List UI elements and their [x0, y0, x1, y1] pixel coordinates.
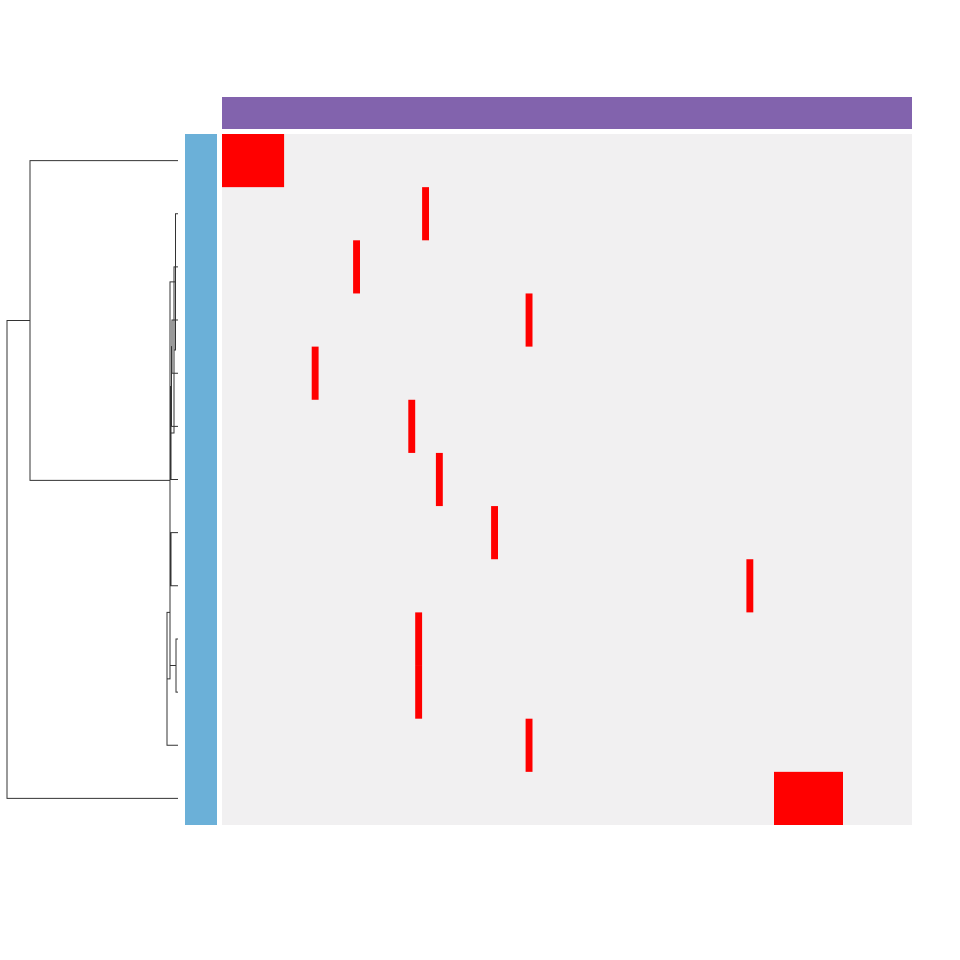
column-annotation-bar	[222, 97, 912, 129]
heatmap-cell-row-11	[415, 665, 423, 719]
heatmap-cell-row-13	[774, 771, 843, 825]
heatmap-cell-row-3	[353, 240, 360, 294]
heatmap-cell-row-2	[422, 187, 429, 241]
heatmap-background	[222, 134, 912, 825]
heatmap-cells	[222, 134, 843, 825]
heatmap-cell-row-6	[408, 399, 416, 453]
row-annotation-bar	[185, 134, 217, 825]
heatmap-cell-row-9	[746, 559, 754, 613]
heatmap-cell-row-5	[311, 346, 319, 400]
dendrogram-branch	[6, 319, 178, 799]
heatmap-body	[222, 134, 912, 825]
heatmap-cell-row-8	[491, 506, 498, 560]
row-dendrogram	[6, 160, 178, 799]
heatmap-cell-row-10	[415, 612, 423, 666]
heatmap-cell-row-4	[525, 293, 533, 347]
heatmap-cell-row-7	[435, 452, 443, 507]
heatmap-cell-row-1	[222, 134, 285, 188]
heatmap-cell-row-12	[525, 718, 533, 772]
